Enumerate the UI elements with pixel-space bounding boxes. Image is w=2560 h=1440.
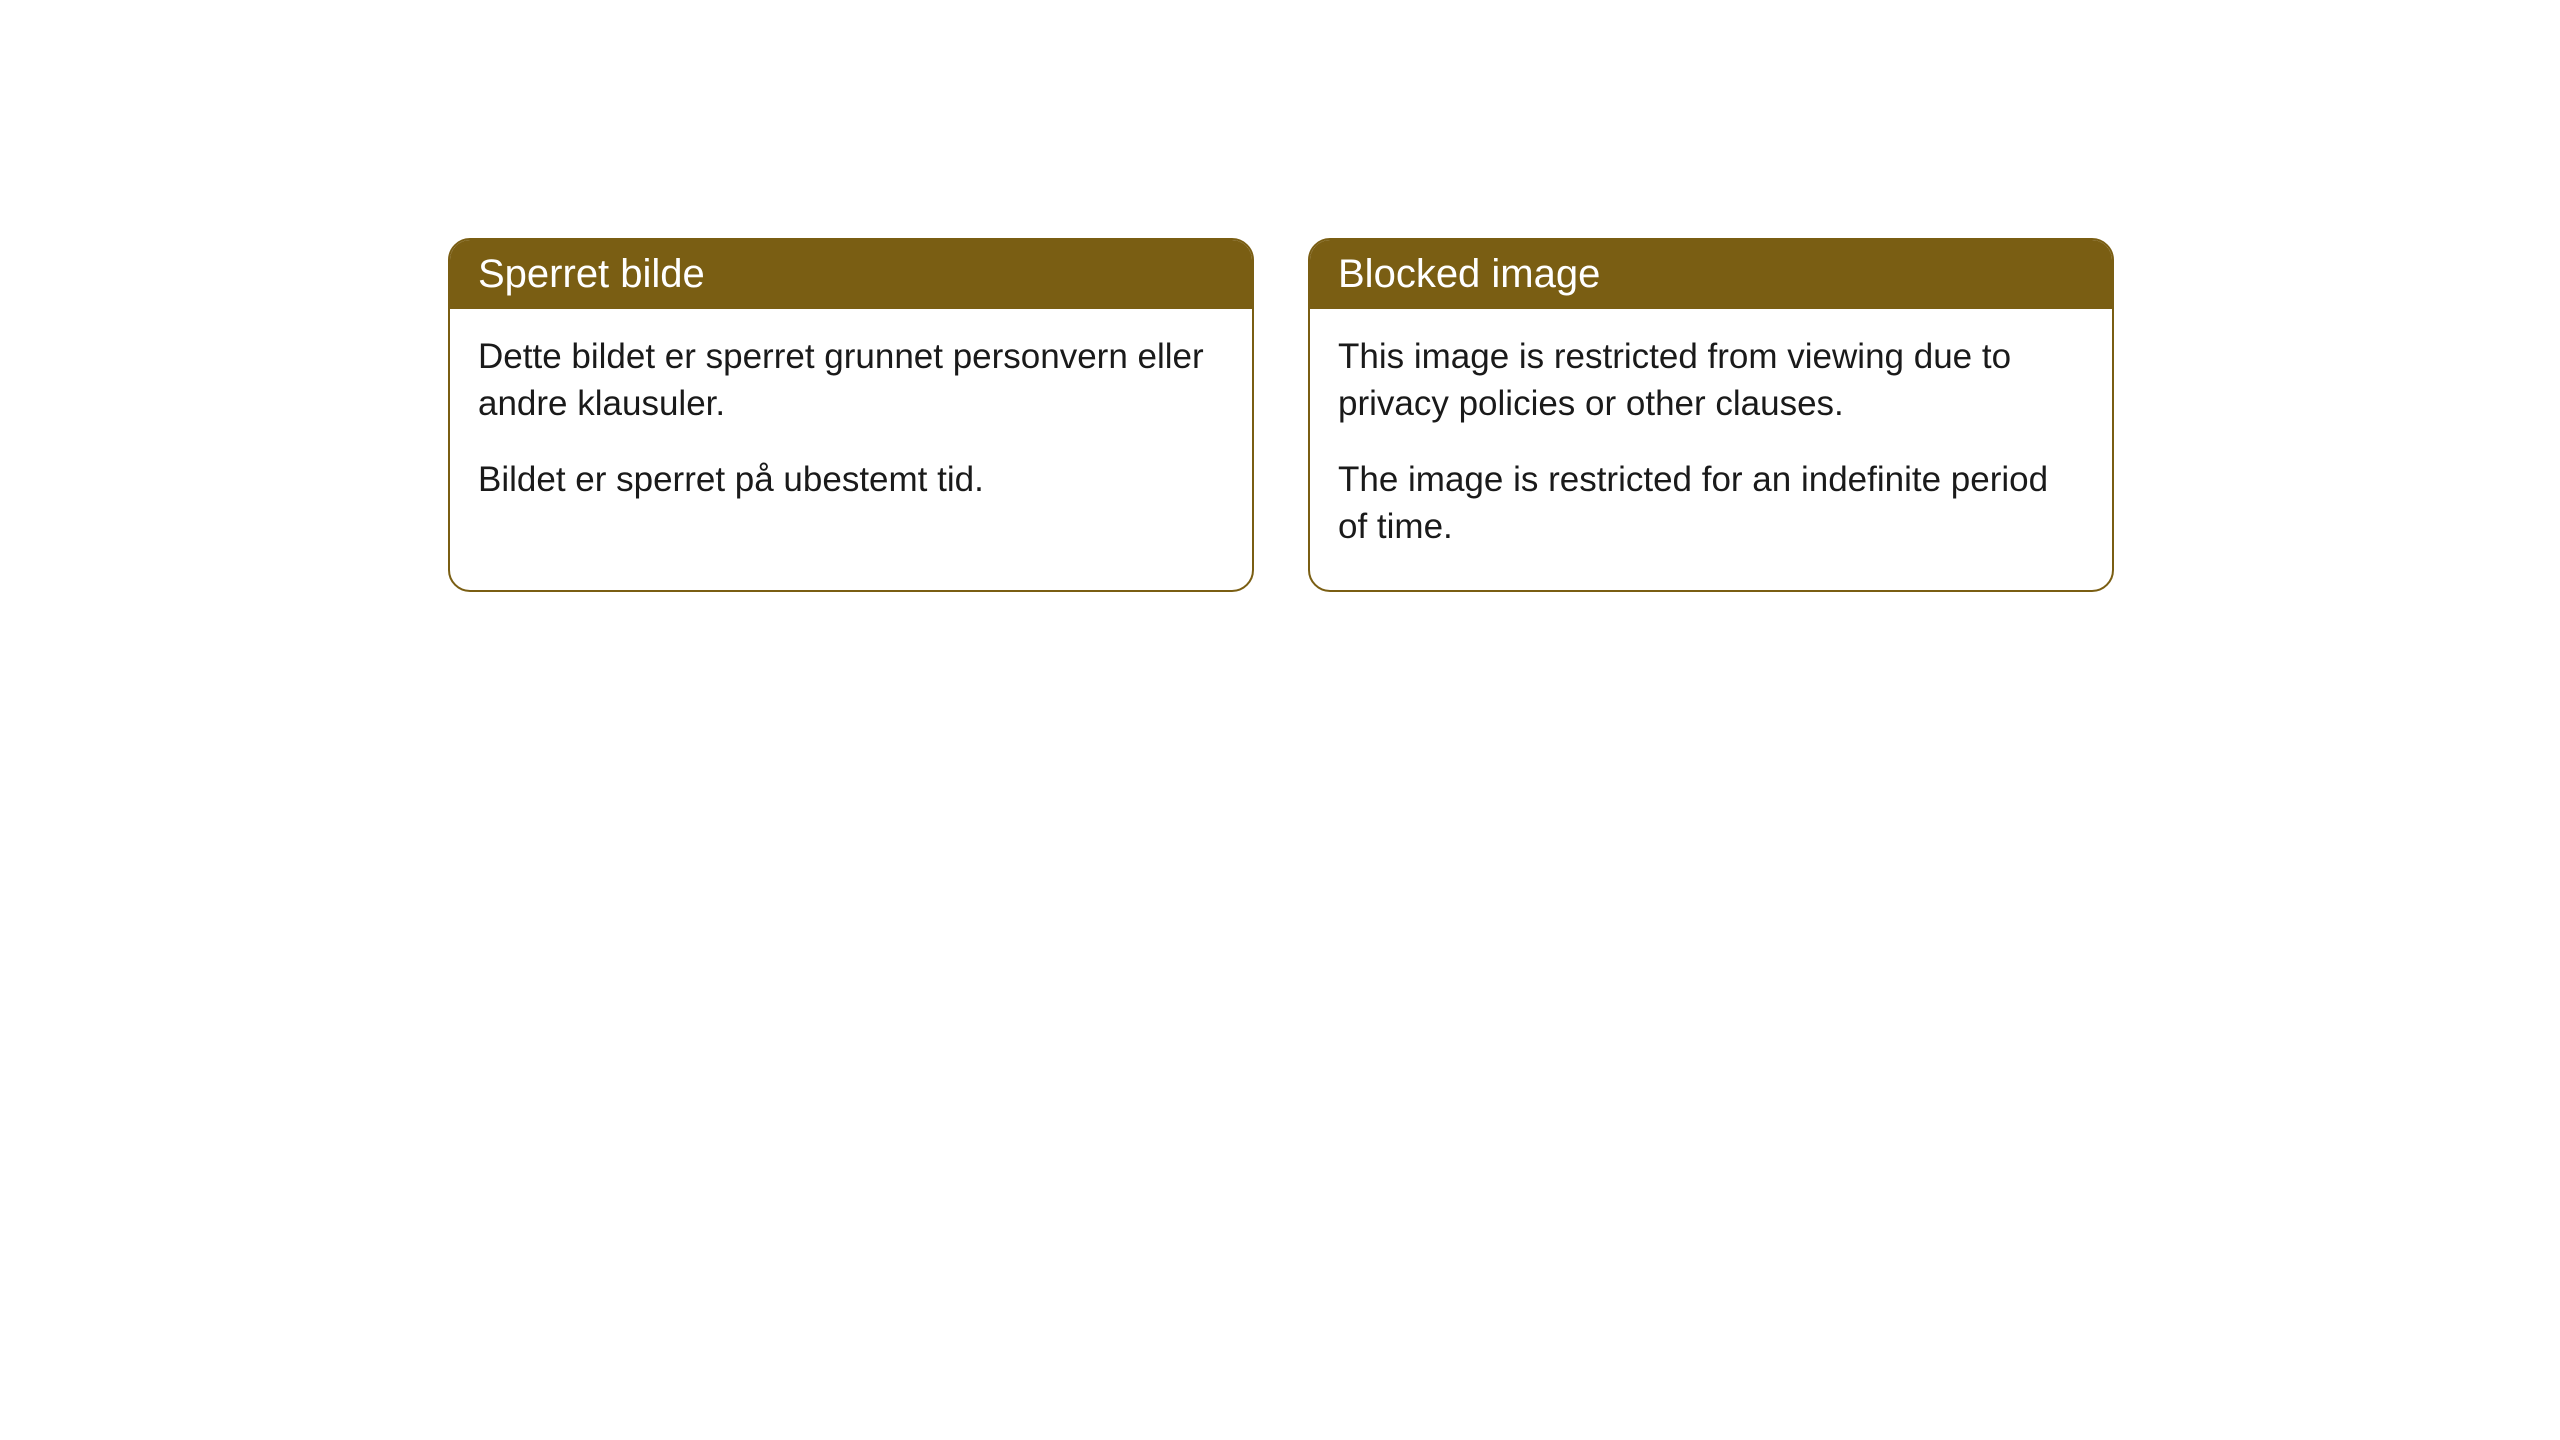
notice-header: Sperret bilde xyxy=(450,240,1252,309)
notice-paragraph: This image is restricted from viewing du… xyxy=(1338,333,2084,428)
notice-card-english: Blocked image This image is restricted f… xyxy=(1308,238,2114,592)
notice-body: This image is restricted from viewing du… xyxy=(1310,309,2112,590)
notice-header: Blocked image xyxy=(1310,240,2112,309)
notice-paragraph: The image is restricted for an indefinit… xyxy=(1338,456,2084,551)
notice-card-norwegian: Sperret bilde Dette bildet er sperret gr… xyxy=(448,238,1254,592)
notice-title: Blocked image xyxy=(1338,252,1600,296)
notice-paragraph: Bildet er sperret på ubestemt tid. xyxy=(478,456,1224,503)
notice-container: Sperret bilde Dette bildet er sperret gr… xyxy=(0,0,2560,592)
notice-title: Sperret bilde xyxy=(478,252,705,296)
notice-body: Dette bildet er sperret grunnet personve… xyxy=(450,309,1252,543)
notice-paragraph: Dette bildet er sperret grunnet personve… xyxy=(478,333,1224,428)
